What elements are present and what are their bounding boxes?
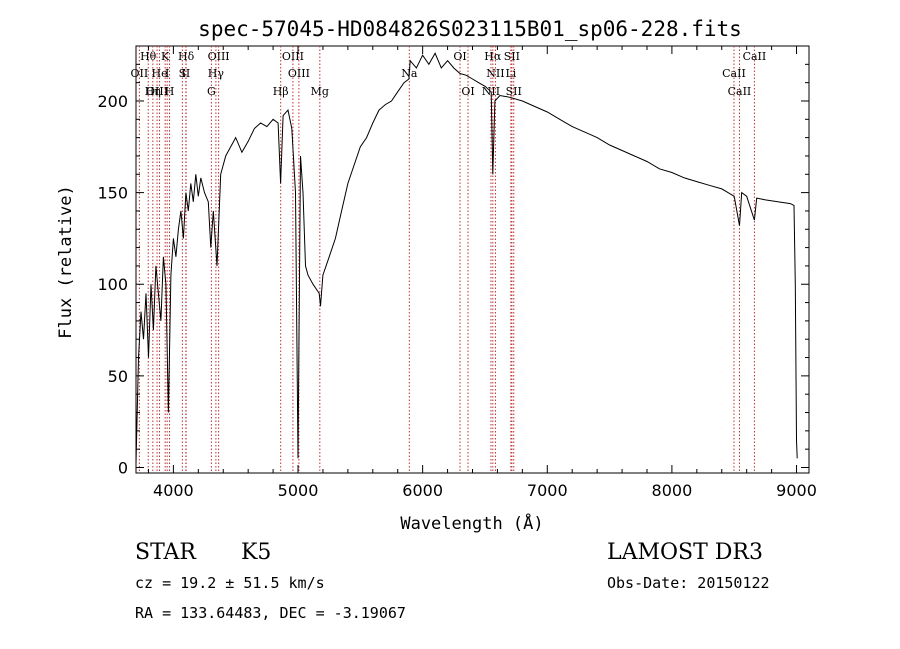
line-label: OIII [282,50,304,63]
object-class: STAR [135,540,196,565]
line-label: Hη [145,85,161,98]
line-label: Hα [484,50,502,63]
obs-date-text: Obs-Date: 20150122 [607,574,770,592]
y-axis-label: Flux (relative) [56,185,76,339]
line-label: Hβ [273,85,289,98]
line-label: Hθ [140,50,157,63]
x-tick-label: 5000 [278,481,319,500]
line-label: G [207,85,216,98]
y-tick-label: 50 [108,367,128,386]
line-label: SII [504,50,520,63]
y-tick-label: 200 [97,92,128,111]
y-axis-ticks: 0 50 100 150 200 [97,63,809,478]
x-tick-label: 6000 [402,481,443,500]
line-label: CaII [728,85,752,98]
x-tick-label: 9000 [776,481,817,500]
plot-frame [135,45,810,474]
line-label: NII [486,67,504,80]
line-label: Hδ [178,50,195,63]
line-label: OI [453,50,466,63]
line-label: S [179,67,187,80]
line-label: OIII [146,85,168,98]
line-label: CaII [722,67,746,80]
line-label: OIII [288,67,310,80]
chart-title: spec-57045-HD084826S023115B01_sp06-228.f… [198,17,742,41]
x-axis-ticks: 4000 5000 6000 7000 8000 9000 [147,46,817,500]
line-label: OIII [208,50,230,63]
object-subclass: K5 [241,540,272,565]
line-label: K [161,50,170,63]
x-tick-label: 8000 [652,481,693,500]
coordinates-text: RA = 133.64483, DEC = -3.19067 [135,604,406,622]
y-tick-label: 0 [118,459,128,478]
line-label: H [165,85,175,98]
survey-label: LAMOST DR3 [607,540,763,565]
redshift-text: cz = 19.2 ± 51.5 km/s [135,574,325,592]
line-label: CaII [743,50,767,63]
x-axis-label: Wavelength (Å) [400,512,543,534]
x-tick-label: 7000 [527,481,568,500]
line-label: He [152,67,168,80]
spectrum-line [135,52,798,464]
y-tick-label: 150 [97,184,128,203]
line-label: Li [505,67,516,80]
line-label: II [182,67,191,80]
x-tick-label: 4000 [153,481,194,500]
line-label: Mg [311,85,329,98]
y-tick-label: 100 [97,275,128,294]
line-label: OII [131,67,149,80]
line-label: Hγ [208,67,225,80]
line-label: SII [506,85,522,98]
spectral-line-markers [138,46,755,473]
line-label: OI [461,85,474,98]
line-label: I [165,67,169,80]
